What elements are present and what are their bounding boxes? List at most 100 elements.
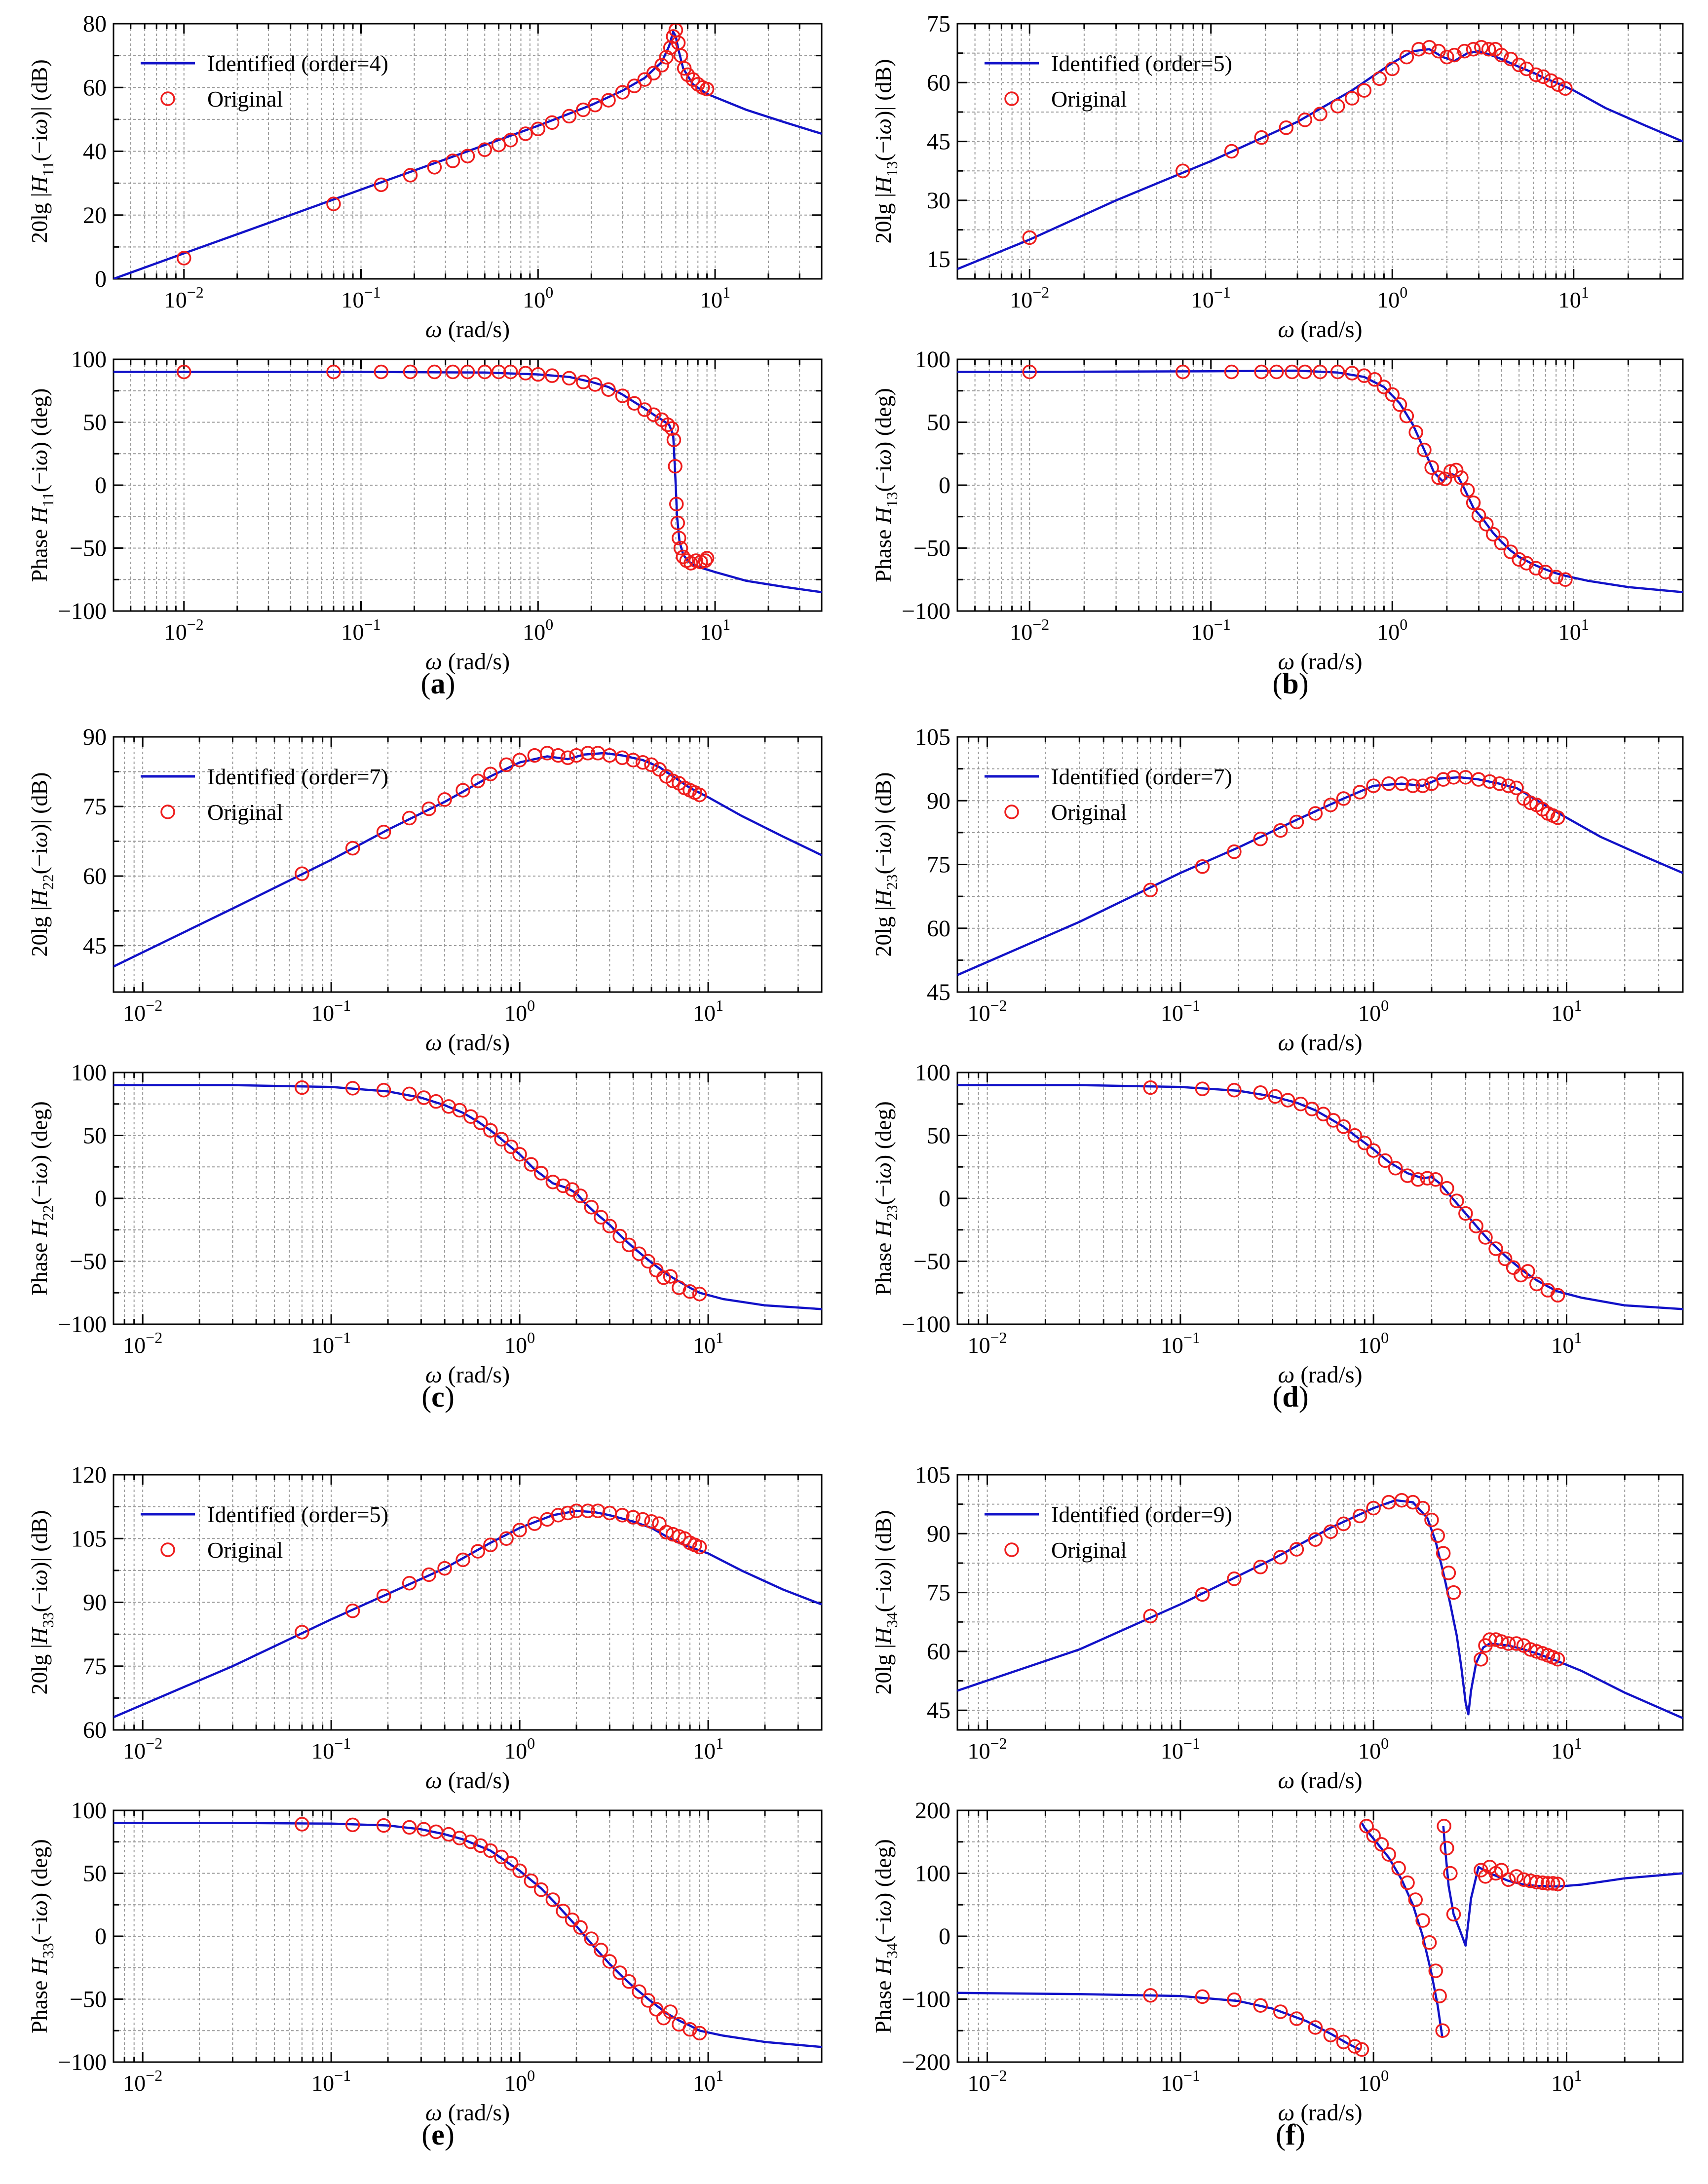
x-tick-label: 101: [700, 283, 730, 312]
original-marker: [1440, 49, 1454, 65]
original-marker: [1558, 81, 1573, 96]
original-marker: [1492, 776, 1507, 791]
original-marker: [1254, 130, 1269, 145]
original-marker: [460, 364, 475, 380]
original-marker: [615, 1508, 630, 1523]
y-tick-label: 45: [927, 129, 950, 155]
original-marker: [666, 432, 682, 447]
y-tick-label: 45: [927, 1697, 950, 1724]
original-marker: [551, 748, 566, 763]
original-marker: [560, 750, 575, 766]
y-tick-label: 0: [95, 266, 107, 292]
x-tick-label: 100: [504, 2067, 535, 2096]
original-marker: [1529, 1276, 1544, 1292]
original-marker: [177, 364, 191, 380]
original-marker: [345, 1081, 360, 1096]
original-marker: [1466, 41, 1481, 57]
y-tick-label: 50: [927, 1123, 950, 1149]
panel-label: (d): [1272, 1380, 1308, 1413]
original-marker: [518, 126, 533, 141]
legend-identified-label: Identified (order=7): [207, 764, 388, 789]
original-marker: [601, 93, 616, 108]
x-tick-label: 101: [693, 1329, 723, 1358]
y-tick-label: 80: [83, 11, 107, 37]
original-marker: [1446, 1907, 1461, 1922]
original-marker: [483, 1843, 498, 1858]
phase-chart: 10−2 10−1 100 101 −100 −50 0 50 100 ω (rad/s) Phas…: [871, 346, 1684, 675]
x-axis-label: ω (rad/s): [425, 1767, 510, 1794]
original-marker: [445, 153, 460, 168]
original-marker: [699, 81, 715, 97]
original-marker: [1536, 69, 1551, 84]
original-marker: [1176, 163, 1190, 179]
original-marker: [402, 1575, 417, 1591]
original-marker: [295, 1080, 309, 1095]
original-marker: [1330, 364, 1345, 380]
original-marker: [1227, 844, 1242, 859]
identified-line: [114, 1084, 822, 1310]
original-marker: [376, 824, 391, 840]
original-marker: [403, 364, 418, 380]
y-tick-label: 40: [83, 139, 107, 165]
original-marker: [1323, 1524, 1338, 1539]
original-marker: [545, 1175, 561, 1189]
original-marker: [1289, 2011, 1304, 2026]
original-marker: [1253, 832, 1268, 846]
x-tick-label: 100: [504, 1734, 535, 1763]
grid: [957, 737, 1683, 992]
original-marker: [632, 1984, 646, 1999]
y-tick-label: 60: [83, 1717, 107, 1743]
original-marker: [1550, 1877, 1565, 1891]
original-marker: [524, 1874, 539, 1888]
original-marker: [1446, 1585, 1461, 1600]
original-marker: [427, 160, 442, 175]
original-marker: [512, 753, 527, 767]
original-marker: [345, 1603, 360, 1618]
original-marker: [1308, 2020, 1323, 2035]
x-ticks: [956, 1810, 1684, 2062]
x-axis-label: ω (rad/s): [1278, 316, 1362, 343]
grid: [957, 359, 1683, 611]
original-marker: [1280, 1093, 1295, 1108]
original-marker: [612, 1228, 627, 1244]
phase-chart: 10−2 10−1 100 101 −100 −50 0 50 100 ω (rad/s) Phas…: [27, 1060, 823, 1388]
legend-original-marker: [160, 1542, 175, 1557]
grid: [114, 1475, 822, 1730]
original-marker: [1354, 2042, 1369, 2057]
original-marker: [1224, 364, 1239, 380]
y-tick-label: 200: [915, 1798, 950, 1824]
original-marker: [460, 149, 475, 163]
original-marker: [648, 2002, 664, 2017]
original-marker: [1523, 795, 1538, 810]
original-marker: [494, 1132, 509, 1147]
legend-original-marker: [1004, 91, 1019, 106]
original-marker: [626, 1510, 641, 1525]
y-ticks: [114, 358, 822, 612]
original-marker: [376, 1082, 391, 1098]
original-marker: [345, 1817, 360, 1833]
original-marker: [1285, 364, 1299, 380]
original-marker: [1366, 1828, 1381, 1843]
original-marker: [1143, 1080, 1158, 1095]
original-marker: [652, 1516, 667, 1531]
original-marker: [483, 766, 498, 781]
original-marker: [1436, 1546, 1451, 1561]
axes-frame: [113, 736, 823, 993]
original-marker: [503, 1856, 519, 1871]
y-axis-label: Phase H33​(−iω) (deg): [27, 1839, 57, 2033]
original-marker: [626, 753, 641, 767]
original-marker: [437, 792, 452, 807]
original-marker: [1540, 1876, 1556, 1891]
y-tick-label: 60: [927, 1639, 950, 1665]
original-marker: [1366, 1143, 1381, 1158]
original-marker: [1385, 61, 1400, 77]
y-tick-label: 105: [915, 724, 950, 750]
original-marker: [1273, 1550, 1288, 1565]
original-marker: [646, 66, 661, 80]
original-marker: [1336, 791, 1351, 806]
x-tick-label: 10−2: [123, 1734, 162, 1763]
y-tick-label: 45: [927, 979, 950, 1005]
y-tick-label: −50: [70, 536, 107, 562]
x-tick-label: 100: [504, 996, 535, 1026]
original-marker: [1482, 774, 1497, 789]
